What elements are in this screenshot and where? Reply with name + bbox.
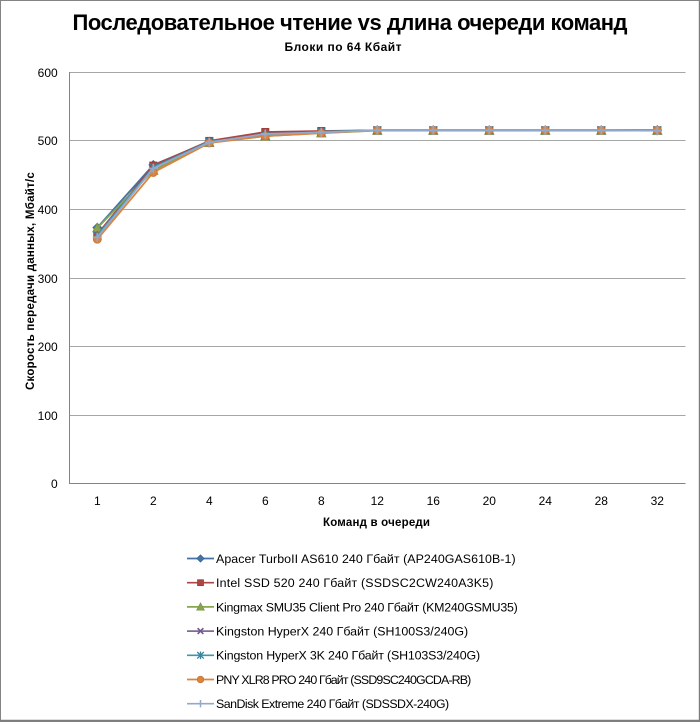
svg-text:28: 28 xyxy=(595,494,609,508)
svg-text:500: 500 xyxy=(38,134,58,148)
svg-text:Команд в очереди: Команд в очереди xyxy=(323,517,430,529)
svg-text:Блоки по 64 Кбайт: Блоки по 64 Кбайт xyxy=(285,40,402,54)
svg-text:0: 0 xyxy=(51,477,58,491)
svg-text:1: 1 xyxy=(94,494,101,508)
svg-text:Последовательное чтение vs дли: Последовательное чтение vs длина очереди… xyxy=(73,10,628,35)
svg-text:300: 300 xyxy=(38,272,58,286)
svg-text:8: 8 xyxy=(318,494,325,508)
svg-text:6: 6 xyxy=(262,494,269,508)
svg-text:SanDisk Extreme 240 Гбайт (SDS: SanDisk Extreme 240 Гбайт (SDSSDX-240G) xyxy=(216,697,449,711)
svg-text:Apacer TurboII AS610 240 Гбайт: Apacer TurboII AS610 240 Гбайт (AP240GAS… xyxy=(216,552,516,566)
svg-text:200: 200 xyxy=(38,340,58,354)
svg-text:Intel SSD 520 240 Гбайт (SSDSC: Intel SSD 520 240 Гбайт (SSDSC2CW240A3K5… xyxy=(216,576,493,590)
svg-text:Kingston HyperX 240 Гбайт (SH: Kingston HyperX 240 Гбайт (SH100S3/240G) xyxy=(216,625,468,639)
svg-text:400: 400 xyxy=(38,203,58,217)
svg-text:12: 12 xyxy=(371,494,385,508)
svg-text:600: 600 xyxy=(38,66,58,80)
svg-text:Скорость передачи данных, Мб: Скорость передачи данных, Мбайт/с xyxy=(25,172,37,390)
svg-text:24: 24 xyxy=(539,494,553,508)
svg-text:20: 20 xyxy=(483,494,497,508)
svg-text:16: 16 xyxy=(427,494,441,508)
svg-text:32: 32 xyxy=(651,494,665,508)
svg-text:4: 4 xyxy=(206,494,213,508)
svg-text:Kingston HyperX 3K 240 Гбайт (: Kingston HyperX 3K 240 Гбайт (SH103S3/24… xyxy=(216,649,480,663)
svg-text:2: 2 xyxy=(150,494,157,508)
svg-text:100: 100 xyxy=(38,409,58,423)
svg-text:PNY XLR8 PRO 240 Гбайт (SSD9SC: PNY XLR8 PRO 240 Гбайт (SSD9SC240GCDA-RB… xyxy=(216,673,471,687)
svg-text:Kingmax SMU35 Client Pro 240 Г: Kingmax SMU35 Client Pro 240 Гбайт (KM24… xyxy=(216,600,518,614)
